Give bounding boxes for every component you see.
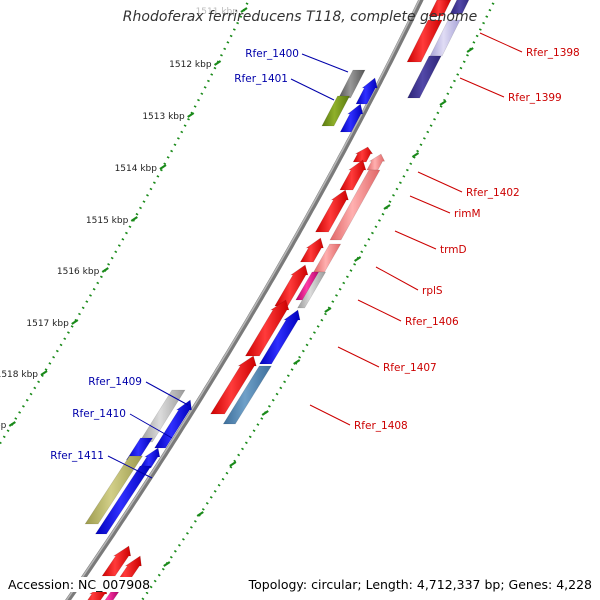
leader-line-rfer-1411: [107, 455, 153, 479]
leader-line-rfer-1401: [290, 78, 335, 101]
scale-tick-mark: [130, 216, 138, 222]
gene-label-rfer-1406: Rfer_1406: [405, 316, 459, 328]
gene-label-rfer-1399: Rfer_1399: [508, 92, 562, 104]
cds-rfer-1401: [321, 95, 351, 127]
scale-tick-label: 1517 kbp: [26, 319, 69, 329]
leader-line-rfer-1410: [129, 413, 173, 439]
cds-rfer-1408: [210, 355, 257, 415]
scale-tick-mark-right: [354, 256, 362, 262]
leader-line-rpls: [375, 266, 419, 291]
scale-tick-mark: [240, 7, 248, 13]
gene-label-rfer-1408: Rfer_1408: [354, 420, 408, 432]
gene-label-trmd: trmD: [440, 244, 467, 256]
cds-rfer-1401-blue: [339, 103, 364, 133]
scale-ring-left: [0, 0, 251, 446]
cds-rfer-1399: [407, 55, 442, 99]
cds-rfer-1406: [274, 264, 309, 307]
leader-line-rfer-1406: [357, 299, 402, 322]
cds-rfer-1407: [244, 299, 290, 357]
accession-text: Accession: NC_007908: [8, 577, 151, 592]
map-title: Rhodoferax ferrireducens T118, complete …: [122, 9, 478, 25]
cds-rfer-1398-red: [406, 19, 443, 63]
cds-rfer-1400-blue: [355, 77, 378, 105]
scale-tick-mark: [8, 421, 16, 427]
cds-bottom-magenta: [104, 591, 120, 600]
cds-rfer-1409-blue: [154, 399, 192, 449]
leader-line-rfer-1400: [301, 53, 349, 73]
cds-top-navy: [449, 0, 470, 15]
scale-tick-label: 1514 kbp: [115, 164, 158, 174]
scale-tick-mark: [71, 319, 79, 325]
scale-tick-mark-right: [324, 307, 332, 313]
leader-line-rfer-1399: [459, 77, 505, 98]
cds-rfer-1411-blue: [94, 465, 152, 535]
scale-tick-mark-right: [466, 47, 474, 53]
scale-tick-mark-right: [261, 410, 269, 416]
scale-tick-mark-right: [439, 100, 447, 106]
cds-top-red: [428, 0, 452, 17]
leader-line-rimm: [409, 195, 451, 214]
leader-line-rfer-1398: [479, 32, 523, 53]
leader-line-rfer-1402: [417, 171, 463, 193]
scale-tick-mark-right: [293, 359, 301, 365]
scale-tick-label: 1516 kbp: [57, 267, 100, 277]
scale-tick-label: 1519 kbp: [0, 421, 7, 431]
cds-rfer-1406-gray: [297, 271, 327, 309]
gene-label-rfer-1411: Rfer_1411: [50, 450, 104, 462]
scale-tick-label: 1515 kbp: [86, 216, 129, 226]
cds-rimM-pink: [329, 169, 381, 241]
scale-tick-mark: [101, 267, 109, 273]
genome-backbone-highlight: [65, 0, 421, 600]
gene-label-rfer-1401: Rfer_1401: [234, 73, 288, 85]
gene-label-rfer-1410: Rfer_1410: [72, 408, 126, 420]
leader-line-trmd: [394, 230, 437, 250]
scale-ring-right: [140, 0, 497, 600]
topology-text: Topology: circular; Length: 4,712,337 bp…: [248, 577, 592, 592]
scale-tick-mark-right: [383, 204, 391, 210]
cds-bottom-red-1: [101, 545, 132, 577]
cds-rfer-1411: [84, 455, 144, 525]
cds-rfer-1402: [339, 159, 367, 191]
cds-pink-top: [366, 153, 386, 171]
gene-label-rpls: rplS: [422, 285, 443, 297]
scale-tick-label: 1513 kbp: [142, 112, 185, 122]
cds-trmD: [299, 237, 324, 263]
gene-label-rfer-1407: Rfer_1407: [383, 362, 437, 374]
scale-tick-label: 1511 kbp: [196, 7, 239, 17]
scale-tick-mark-right: [411, 152, 420, 158]
scale-tick-label: 1518 kbp: [0, 370, 38, 380]
leader-line-rfer-1409: [145, 381, 189, 406]
leader-line-rfer-1408: [309, 404, 351, 426]
cds-rfer-1410-blue: [139, 447, 161, 469]
cds-rfer-1407-blue: [258, 309, 301, 365]
gene-label-rfer-1400: Rfer_1400: [245, 48, 299, 60]
gene-label-rfer-1402: Rfer_1402: [466, 187, 520, 199]
gene-label-rfer-1409: Rfer_1409: [88, 376, 142, 388]
scale-tick-mark: [213, 60, 222, 66]
cds-rimM-red: [314, 189, 349, 233]
gene-label-rfer-1398: Rfer_1398: [526, 47, 580, 59]
scale-tick-mark-right: [229, 461, 237, 467]
scale-tick-mark: [187, 112, 195, 118]
gene-label-rimm: rimM: [454, 208, 481, 220]
scale-tick-mark: [40, 370, 48, 376]
cds-rfer-1408-steel: [222, 365, 272, 425]
scale-tick-mark: [159, 164, 167, 170]
cds-rfer-1402-arrow: [352, 146, 374, 163]
genome-backbone: [65, 0, 424, 600]
scale-tick-label: 1512 kbp: [169, 60, 212, 70]
leader-line-rfer-1407: [337, 346, 380, 368]
scale-tick-mark-right: [163, 561, 171, 567]
scale-tick-mark-right: [196, 511, 204, 517]
